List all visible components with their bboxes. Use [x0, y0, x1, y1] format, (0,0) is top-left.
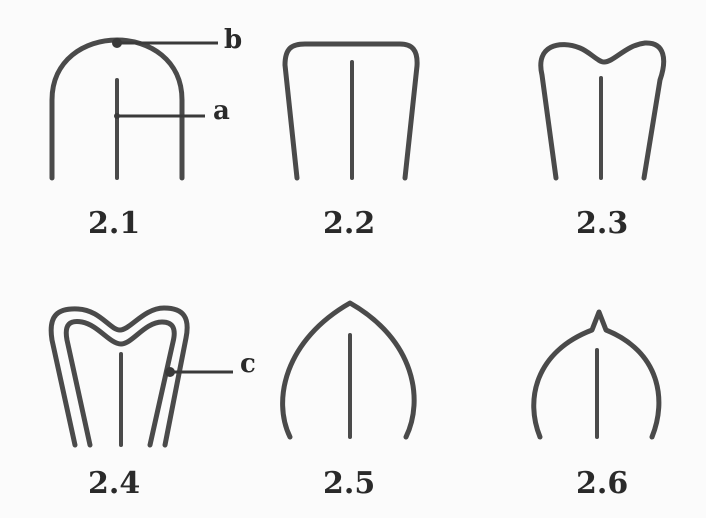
figure-2-6-label: 2.6 [576, 466, 629, 501]
figure-2-6-outline [531, 309, 662, 440]
figure-2-3-outline [538, 40, 667, 181]
annotation-b-point [112, 38, 122, 48]
figure-2-6-outline-group [531, 309, 662, 440]
figure-2-3-outline-group [538, 40, 667, 181]
figure-2-4-outline-group [48, 305, 233, 448]
figure-2-2-outline [282, 41, 420, 181]
annotation-b-label: b [224, 25, 243, 55]
figure-2-2-outline-group [282, 41, 420, 181]
figure-2-5-outline-group [280, 300, 417, 440]
figure-2-1-label: 2.1 [88, 206, 141, 241]
annotation-c-point [165, 367, 175, 377]
figure-2-3-label: 2.3 [576, 206, 629, 241]
figure-2-5-label: 2.5 [323, 466, 376, 501]
annotation-a-point [114, 113, 120, 119]
annotation-a-label: a [213, 96, 230, 126]
figure-2-1-outline-group [49, 37, 218, 181]
figure-2-2-label: 2.2 [323, 206, 376, 241]
figure-2-4-inner-outline [63, 319, 177, 448]
figure-2-5-outline [280, 300, 417, 440]
figure-2-4-outer-outline [48, 305, 190, 448]
figure-2-4-label: 2.4 [88, 466, 141, 501]
annotation-c-label: c [240, 349, 256, 379]
